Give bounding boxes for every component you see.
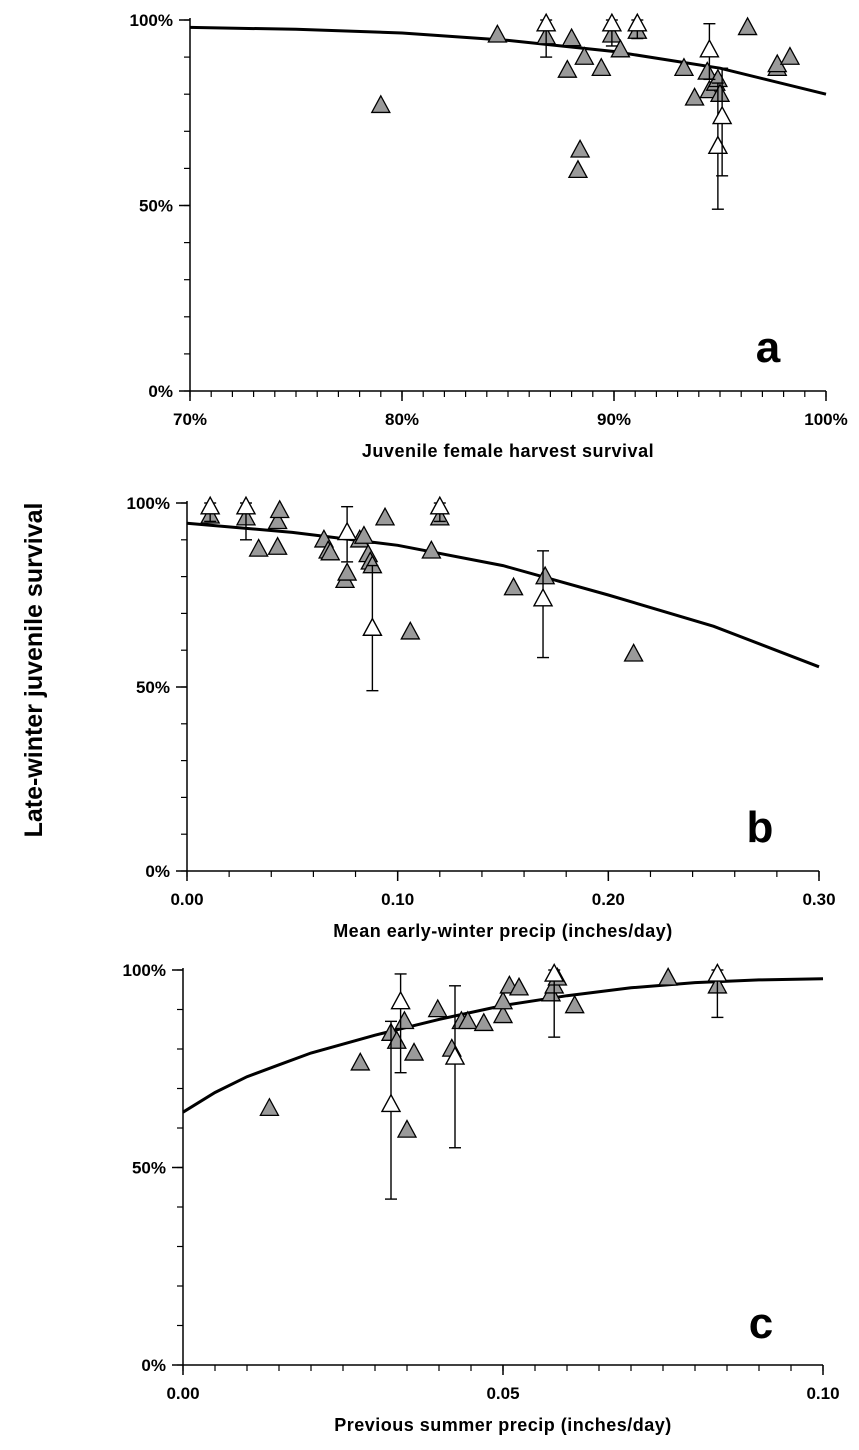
filled-point: [374, 506, 396, 526]
filled-point: [610, 38, 631, 58]
filled-point: [267, 536, 288, 555]
filled-point: [569, 138, 591, 158]
filled-point: [492, 1004, 514, 1024]
filled-point: [673, 57, 695, 77]
filled-point: [591, 57, 612, 77]
open-point: [699, 38, 720, 58]
open-point: [711, 105, 733, 125]
filled-point: [564, 994, 585, 1014]
filled-point: [658, 967, 679, 986]
y-tick-label: 0%: [141, 1356, 166, 1375]
filled-point: [259, 1097, 280, 1117]
filled-point: [737, 16, 758, 36]
filled-point: [567, 159, 589, 179]
y-tick-label: 100%: [123, 961, 166, 980]
x-axis-title: Mean early-winter precip (inches/day): [333, 921, 673, 941]
y-tick-label: 50%: [139, 197, 173, 216]
filled-point: [269, 499, 290, 519]
filled-point: [709, 83, 731, 102]
filled-point: [336, 562, 358, 581]
filled-point: [394, 1010, 415, 1030]
filled-point: [487, 23, 508, 43]
open-point: [199, 495, 221, 515]
y-tick-label: 50%: [136, 678, 170, 697]
panel-label: b: [747, 803, 774, 852]
filled-point: [267, 510, 288, 530]
panel-label: c: [749, 1299, 773, 1348]
filled-point: [350, 1051, 371, 1071]
panel-b: 0.00 0.10 0.20 0.30 0% 50% 100% Mean early-wint…: [127, 494, 836, 941]
y-tick-label: 100%: [130, 11, 173, 30]
panel-a: 70% 80% 90% 100% 0% 50% 100% Juvenile female ha…: [130, 11, 848, 461]
filled-point: [779, 46, 801, 65]
y-tick-label: 50%: [132, 1159, 166, 1178]
fit-curve: [182, 977, 824, 1114]
filled-point: [248, 538, 269, 557]
open-point: [336, 521, 358, 541]
x-tick-label: 0.30: [802, 890, 835, 909]
open-point: [444, 1045, 466, 1065]
y-tick-label: 100%: [127, 494, 170, 513]
open-point: [380, 1093, 402, 1113]
fit-curve: [186, 521, 820, 669]
filled-point: [684, 87, 705, 106]
open-point: [235, 495, 257, 515]
open-point: [532, 587, 554, 607]
open-point: [707, 135, 729, 154]
x-axis-title: Juvenile female harvest survival: [362, 441, 654, 461]
filled-point: [508, 976, 530, 996]
filled-point: [574, 46, 595, 65]
x-axis-title: Previous summer precip (inches/day): [334, 1415, 672, 1435]
open-point: [390, 990, 411, 1010]
filled-point: [320, 541, 341, 561]
filled-point: [427, 998, 448, 1018]
y-tick-label: 0%: [145, 862, 170, 881]
open-point: [535, 12, 557, 32]
filled-point: [353, 525, 375, 544]
filled-point: [561, 27, 582, 47]
open-point: [601, 12, 623, 32]
filled-point: [535, 565, 556, 585]
filled-point: [623, 643, 644, 662]
x-tick-label: 0.00: [170, 890, 203, 909]
filled-point: [403, 1042, 425, 1061]
x-tick-label: 80%: [385, 410, 419, 429]
filled-point: [492, 990, 514, 1010]
x-tick-label: 0.20: [592, 890, 625, 909]
x-tick-label: 0.10: [806, 1384, 839, 1403]
x-tick-label: 70%: [173, 410, 207, 429]
fit-curve: [189, 25, 827, 96]
filled-point: [457, 1010, 478, 1030]
filled-point: [370, 94, 391, 114]
panel-label: a: [756, 323, 781, 372]
x-tick-label: 90%: [597, 410, 631, 429]
open-point: [707, 962, 728, 982]
open-point: [429, 495, 451, 515]
x-tick-label: 0.00: [166, 1384, 199, 1403]
x-tick-label: 0.05: [486, 1384, 519, 1403]
filled-point: [473, 1012, 494, 1032]
x-tick-label: 100%: [804, 410, 847, 429]
filled-point: [503, 576, 524, 596]
y-axis-title: Late-winter juvenile survival: [20, 503, 48, 838]
panel-c: 0.00 0.05 0.10 0% 50% 100% Previous summer pre…: [123, 961, 840, 1435]
y-tick-label: 0%: [148, 382, 173, 401]
filled-point: [396, 1119, 418, 1138]
filled-point: [421, 539, 442, 559]
open-point: [627, 12, 648, 32]
filled-point: [400, 620, 421, 640]
filled-point: [557, 59, 578, 78]
open-point: [543, 962, 565, 982]
open-point: [362, 617, 383, 636]
x-tick-label: 0.10: [381, 890, 414, 909]
